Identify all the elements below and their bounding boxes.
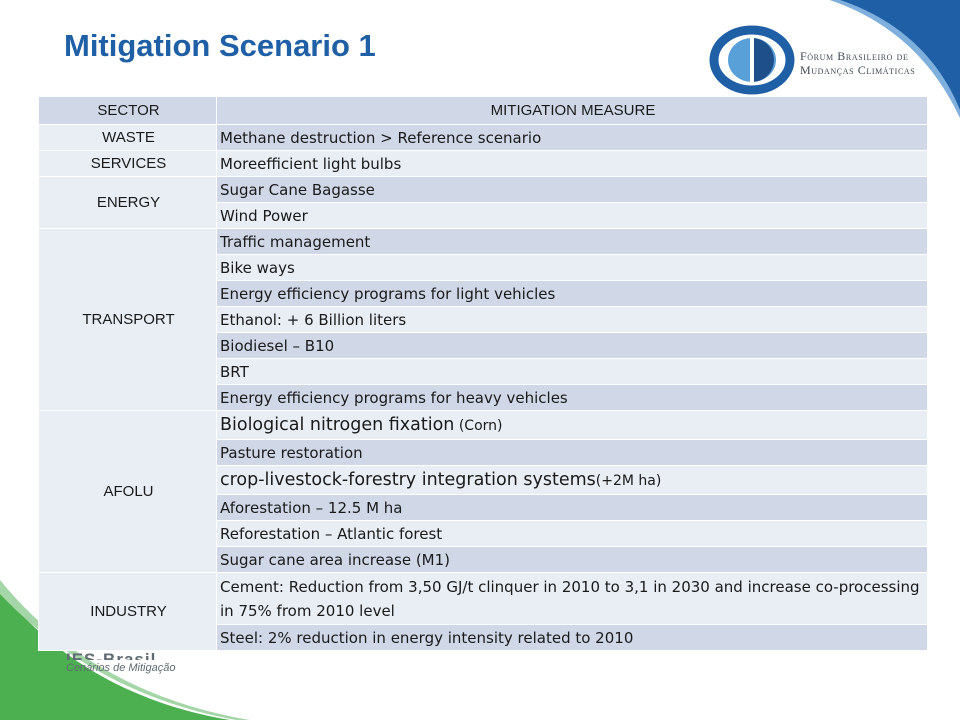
footer-logo-name: IES-Brasil (66, 652, 175, 660)
table-row: Reforestation – Atlantic forest (39, 520, 928, 547)
header-sector: SECTOR (38, 96, 217, 125)
sector-services: SERVICES (38, 150, 217, 177)
table-row: crop-livestock-forestry integration syst… (39, 465, 928, 495)
footer-logo: IES-Brasil Cenários de Mitigação (66, 652, 175, 675)
measure-cell: Cement: Reduction from 3,50 GJ/t clinque… (216, 572, 928, 625)
measure-cell: Biological nitrogen fixation (Corn) (216, 410, 928, 440)
table-row: Sugar cane area increase (M1) (39, 546, 928, 573)
table-row: Bike ways (39, 254, 928, 281)
table-row: Wind Power (39, 202, 928, 229)
slide-title: Mitigation Scenario 1 (64, 28, 376, 63)
table-row: Energy efficiency programs for heavy veh… (39, 384, 928, 411)
table-row: INDUSTRY Cement: Reduction from 3,50 GJ/… (38, 572, 928, 651)
sector-waste: WASTE (38, 124, 217, 151)
table-row: Ethanol: + 6 Billion liters (39, 306, 928, 333)
measure-cell: Ethanol: + 6 Billion liters (216, 306, 928, 333)
table-row: BRT (39, 358, 928, 385)
measure-cell: Traffic management (216, 228, 928, 255)
measure-cell: Energy efficiency programs for light veh… (216, 280, 928, 307)
sector-energy: ENERGY (38, 176, 217, 229)
measure-cell: Steel: 2% reduction in energy intensity … (216, 624, 928, 651)
measure-cell: Pasture restoration (216, 439, 928, 466)
sector-afolu: AFOLU (38, 410, 217, 573)
table-header-row: SECTOR MITIGATION MEASURE (38, 96, 928, 125)
sector-transport: TRANSPORT (38, 228, 217, 411)
mitigation-table: SECTOR MITIGATION MEASURE WASTE Methane … (38, 96, 928, 651)
logo-line-2: Mudanças Climáticas (800, 63, 916, 77)
measure-cell: Moreefficient light bulbs (216, 150, 928, 177)
measure-cell: Sugar cane area increase (M1) (216, 546, 928, 573)
forum-logo-icon (709, 25, 795, 95)
footer-logo-subtitle: Cenários de Mitigação (66, 662, 176, 674)
table-row: WASTE Methane destruction > Reference sc… (38, 124, 928, 151)
measure-main-text: crop-livestock-forestry integration syst… (220, 470, 596, 490)
table-row: Biodiesel – B10 (39, 332, 928, 359)
measure-cell: Sugar Cane Bagasse (216, 176, 928, 203)
sector-industry: INDUSTRY (38, 572, 217, 651)
measure-note-text: (Corn) (454, 418, 503, 434)
corner-decoration-top-right (830, 0, 960, 118)
measure-cell: Reforestation – Atlantic forest (216, 520, 928, 547)
table-row: ENERGY Sugar Cane Bagasse (38, 176, 928, 229)
logo-text: Fórum Brasileiro de Mudanças Climáticas (800, 49, 915, 77)
table-row: Energy efficiency programs for light veh… (39, 280, 928, 307)
measure-cell: Energy efficiency programs for heavy veh… (216, 384, 928, 411)
measure-cell: Wind Power (216, 202, 928, 229)
table-row: TRANSPORT Traffic management (38, 228, 928, 411)
measure-cell: Biodiesel – B10 (216, 332, 928, 359)
table-row: SERVICES Moreefficient light bulbs (38, 150, 928, 177)
table-row: AFOLU Biological nitrogen fixation (Corn… (38, 410, 928, 573)
measure-cell: Bike ways (216, 254, 928, 281)
measure-main-text: Biological nitrogen fixation (220, 415, 455, 435)
measure-note-text: (+2M ha) (595, 473, 662, 489)
measure-cell: BRT (216, 358, 928, 385)
table-row: Aforestation – 12.5 M ha (39, 494, 928, 521)
measure-cell: crop-livestock-forestry integration syst… (216, 465, 928, 495)
header-measure: MITIGATION MEASURE (216, 96, 928, 125)
table-row: Steel: 2% reduction in energy intensity … (39, 624, 928, 651)
corner-decoration-bottom-left (0, 580, 250, 720)
measure-cell: Methane destruction > Reference scenario (216, 124, 928, 151)
measure-cell: Aforestation – 12.5 M ha (216, 494, 928, 521)
logo-line-1: Fórum Brasileiro de (800, 49, 909, 63)
